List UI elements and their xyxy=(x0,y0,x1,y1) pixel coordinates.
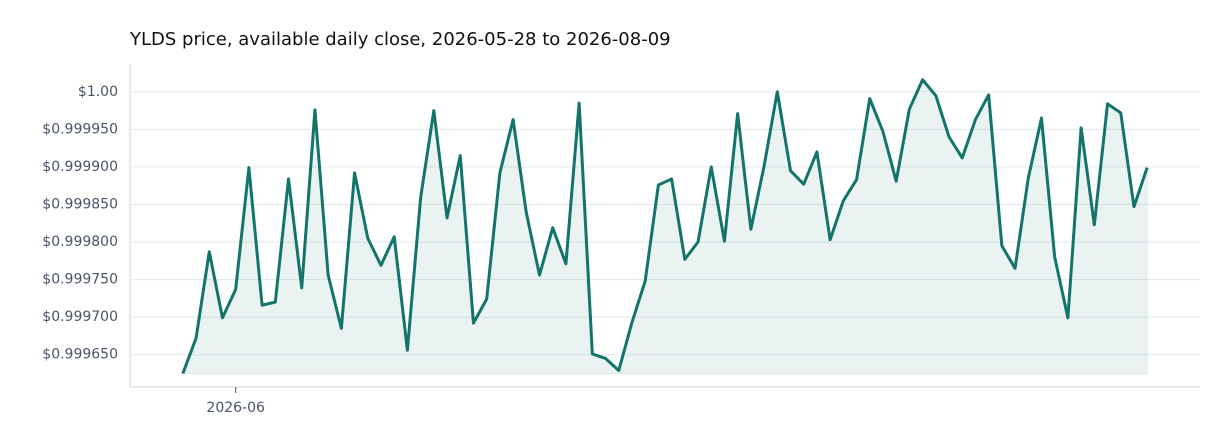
y-tick-label: $0.999650 xyxy=(42,347,118,363)
y-tick-label: $0.999950 xyxy=(42,121,118,137)
y-tick-label: $0.999700 xyxy=(42,309,118,325)
y-tick-label: $0.999850 xyxy=(42,196,118,212)
y-tick-label: $0.999800 xyxy=(42,234,118,250)
price-line xyxy=(181,78,1149,375)
y-tick-label: $1.00 xyxy=(78,84,118,100)
x-tick-label: 2026-06 xyxy=(206,400,265,416)
chart-title: YLDS price, available daily close, 2026-… xyxy=(129,29,671,50)
y-tick-label: $0.999750 xyxy=(42,272,118,288)
area xyxy=(182,78,1148,374)
y-tick-label: $0.999900 xyxy=(42,159,118,175)
